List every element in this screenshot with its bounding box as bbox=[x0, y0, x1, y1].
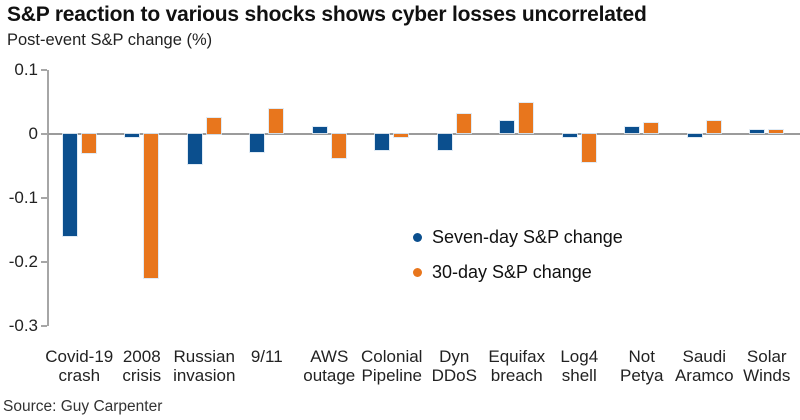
thirty-day-bar-2 bbox=[205, 116, 222, 135]
thirty-day-bar-0 bbox=[80, 132, 97, 154]
chart-title: S&P reaction to various shocks shows cyb… bbox=[7, 3, 647, 26]
x-axis-label: Covid-19 crash bbox=[45, 347, 114, 385]
y-axis-tick bbox=[41, 324, 47, 327]
thirty-day-bar-10 bbox=[705, 119, 722, 135]
x-axis-label: Not Petya bbox=[620, 347, 664, 385]
x-axis-label: Saudi Aramco bbox=[674, 347, 734, 385]
legend-label-seven-day: Seven-day S&P change bbox=[432, 227, 623, 247]
x-axis-label: 9/11 bbox=[250, 347, 283, 366]
x-axis-label: Equifax breach bbox=[488, 347, 546, 385]
seven-day-bar-8 bbox=[561, 132, 578, 139]
y-axis-tick bbox=[41, 132, 47, 135]
chart-legend: Seven-day S&P change 30-day S&P change bbox=[413, 223, 623, 293]
y-axis-tick bbox=[41, 260, 47, 263]
x-axis-label: Colonial Pipeline bbox=[361, 347, 423, 385]
source-note: Source: Guy Carpenter bbox=[3, 398, 163, 415]
seven-day-bar-11 bbox=[749, 129, 766, 135]
thirty-day-bar-8 bbox=[580, 132, 597, 163]
seven-day-bar-3 bbox=[249, 132, 266, 154]
zero-baseline bbox=[48, 132, 800, 135]
seven-day-dot-icon bbox=[413, 233, 422, 242]
x-axis-label: Dyn DDoS bbox=[431, 347, 477, 385]
legend-item-30-day: 30-day S&P change bbox=[413, 258, 623, 287]
chart-subtitle: Post-event S&P change (%) bbox=[7, 31, 213, 49]
seven-day-bar-4 bbox=[311, 126, 328, 135]
x-axis-label: 2008 crisis bbox=[122, 347, 162, 385]
y-tick-label: -0.3 bbox=[8, 315, 38, 335]
seven-day-bar-6 bbox=[436, 132, 453, 152]
thirty-day-bar-9 bbox=[643, 122, 660, 135]
y-tick-label: -0.1 bbox=[8, 187, 38, 207]
x-axis-label: Russian invasion bbox=[173, 347, 236, 385]
seven-day-bar-0 bbox=[61, 132, 78, 237]
thirty-day-bar-11 bbox=[768, 128, 785, 135]
legend-item-seven-day: Seven-day S&P change bbox=[413, 223, 623, 252]
seven-day-bar-1 bbox=[124, 132, 141, 138]
y-axis-line bbox=[46, 69, 49, 326]
thirty-day-bar-4 bbox=[330, 132, 347, 160]
thirty-day-bar-6 bbox=[455, 113, 472, 135]
thirty-day-bar-7 bbox=[518, 101, 535, 135]
y-tick-label: 0 bbox=[28, 123, 38, 143]
x-axis-label: Log4 shell bbox=[560, 347, 599, 385]
thirty-day-bar-3 bbox=[268, 107, 285, 135]
thirty-day-bar-1 bbox=[143, 132, 160, 279]
thirty-day-dot-icon bbox=[413, 268, 422, 277]
legend-label-30-day: 30-day S&P change bbox=[432, 262, 592, 282]
seven-day-bar-9 bbox=[624, 126, 641, 135]
x-axis-label: Solar Winds bbox=[743, 347, 791, 385]
seven-day-bar-2 bbox=[186, 132, 203, 166]
x-axis-label: AWS outage bbox=[303, 347, 356, 385]
seven-day-bar-5 bbox=[374, 132, 391, 151]
y-tick-label: -0.2 bbox=[8, 251, 38, 271]
seven-day-bar-7 bbox=[499, 119, 516, 135]
y-axis-tick bbox=[41, 196, 47, 199]
thirty-day-bar-5 bbox=[393, 132, 410, 139]
seven-day-bar-10 bbox=[686, 132, 703, 139]
y-axis-tick bbox=[41, 68, 47, 71]
y-tick-label: 0.1 bbox=[14, 59, 38, 79]
